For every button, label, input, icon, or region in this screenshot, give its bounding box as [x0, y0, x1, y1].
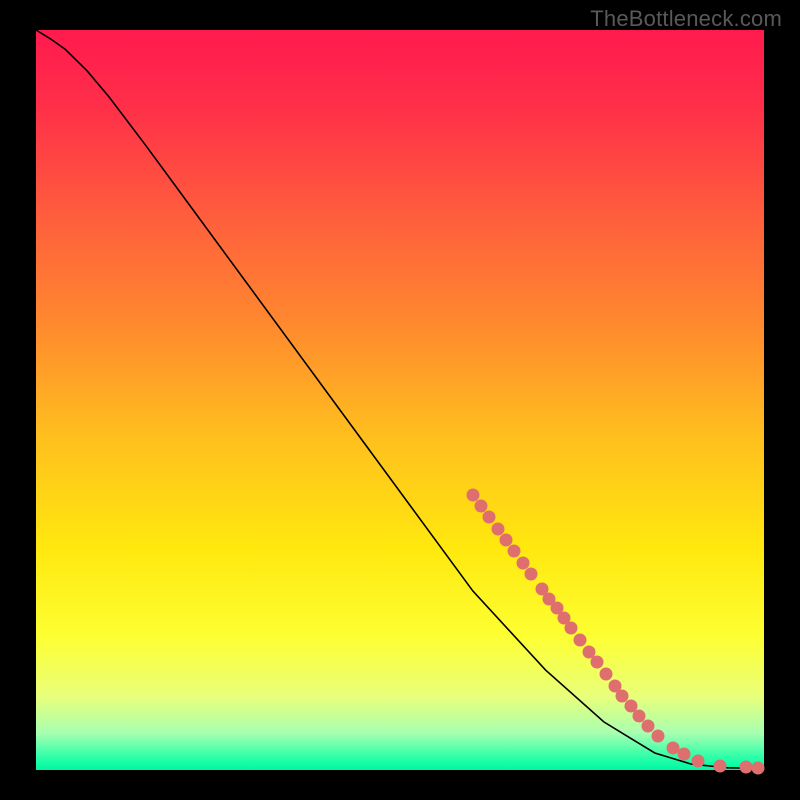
data-point — [641, 719, 654, 732]
data-point — [692, 755, 705, 768]
data-point — [714, 759, 727, 772]
data-point — [752, 761, 765, 774]
data-markers — [36, 30, 764, 770]
data-point — [590, 655, 603, 668]
data-point — [652, 729, 665, 742]
data-point — [739, 761, 752, 774]
data-point — [599, 668, 612, 681]
data-point — [677, 748, 690, 761]
data-point — [574, 634, 587, 647]
plot-area — [36, 30, 764, 770]
data-point — [525, 567, 538, 580]
watermark-text: TheBottleneck.com — [590, 6, 782, 32]
data-point — [565, 621, 578, 634]
